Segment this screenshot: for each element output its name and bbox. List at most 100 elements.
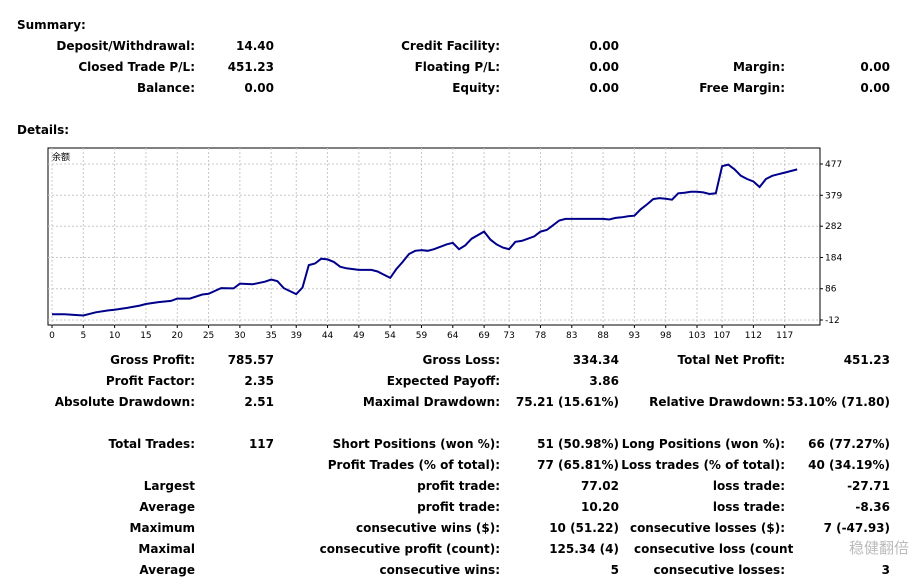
short-positions-value: 51 (50.98%) [537, 437, 619, 451]
loss-trades-label: Loss trades (% of total): [621, 458, 785, 472]
long-positions-label: Long Positions (won %): [621, 437, 785, 451]
free-margin-label: Free Margin: [699, 81, 785, 95]
floating-pl-value: 0.00 [589, 60, 619, 74]
avg-loss-label: loss trade: [712, 500, 785, 514]
rel-drawdown-label: Relative Drawdown: [649, 395, 785, 409]
closed-pl-value: 451.23 [227, 60, 274, 74]
average2-label: Average [139, 563, 195, 577]
margin-label: Margin: [732, 60, 785, 74]
summary-title: Summary: [17, 18, 86, 32]
x-tick-label: 39 [291, 331, 303, 341]
max-drawdown-value: 75.21 (15.61%) [515, 395, 619, 409]
x-tick-label: 88 [597, 331, 609, 341]
x-tick-label: 64 [447, 331, 459, 341]
profit-factor-value: 2.35 [244, 374, 274, 388]
largest-label: Largest [143, 479, 195, 493]
max-drawdown-label: Maximal Drawdown: [362, 395, 500, 409]
gross-loss-label: Gross Loss: [422, 353, 500, 367]
x-tick-label: 54 [384, 331, 396, 341]
y-tick-label: 86 [825, 285, 837, 295]
avg-profit-value: 10.20 [581, 500, 619, 514]
long-positions-value: 66 (77.27%) [808, 437, 890, 451]
credit-label: Credit Facility: [401, 39, 500, 53]
total-net-value: 451.23 [843, 353, 890, 367]
max-cons-wins-value: 10 (51.22) [549, 521, 619, 535]
profit-trades-label: Profit Trades (% of total): [327, 458, 500, 472]
credit-value: 0.00 [589, 39, 619, 53]
gross-profit-value: 785.57 [227, 353, 274, 367]
equity-label: Equity: [452, 81, 500, 95]
x-tick-label: 20 [172, 331, 184, 341]
max-cons-profit-label: consecutive profit (count): [319, 542, 500, 556]
expected-payoff-label: Expected Payoff: [386, 374, 500, 388]
profit-trades-value: 77 (65.81%) [537, 458, 619, 472]
gross-loss-value: 334.34 [572, 353, 619, 367]
x-tick-label: 59 [416, 331, 428, 341]
gross-profit-label: Gross Profit: [110, 353, 195, 367]
max-cons-losses-label: consecutive losses ($): [629, 521, 785, 535]
closed-pl-label: Closed Trade P/L: [78, 60, 195, 74]
x-tick-label: 83 [566, 331, 577, 341]
rel-drawdown-value: 53.10% (71.80) [786, 395, 890, 409]
max-cons-loss-label: consecutive loss (count [634, 542, 794, 556]
loss-trades-value: 40 (34.19%) [808, 458, 890, 472]
avg-profit-label: profit trade: [417, 500, 500, 514]
margin-value: 0.00 [860, 60, 890, 74]
largest-profit-value: 77.02 [581, 479, 619, 493]
x-tick-label: 0 [49, 331, 55, 341]
largest-profit-label: profit trade: [417, 479, 500, 493]
y-tick-label: -12 [825, 316, 840, 326]
floating-pl-label: Floating P/L: [414, 60, 500, 74]
x-tick-label: 10 [109, 331, 121, 341]
chart-frame [47, 147, 821, 326]
x-tick-label: 117 [776, 331, 793, 341]
expected-payoff-value: 3.86 [589, 374, 619, 388]
maximum-label: Maximum [129, 521, 195, 535]
largest-loss-value: -27.71 [847, 479, 890, 493]
equity-value: 0.00 [589, 81, 619, 95]
x-tick-label: 25 [203, 331, 214, 341]
profit-factor-label: Profit Factor: [105, 374, 195, 388]
y-tick-label: 184 [825, 253, 842, 263]
x-tick-label: 93 [629, 331, 640, 341]
average-label: Average [139, 500, 195, 514]
x-tick-label: 5 [80, 331, 86, 341]
total-trades-label: Total Trades: [108, 437, 195, 451]
x-tick-label: 44 [322, 331, 334, 341]
x-tick-label: 35 [265, 331, 276, 341]
short-positions-label: Short Positions (won %): [332, 437, 500, 451]
y-tick-label: 379 [825, 191, 842, 201]
x-tick-label: 112 [745, 331, 762, 341]
max-cons-losses-value: 7 (-47.93) [823, 521, 890, 535]
x-tick-label: 98 [660, 331, 672, 341]
abs-drawdown-label: Absolute Drawdown: [54, 395, 195, 409]
y-tick-label: 282 [825, 222, 842, 232]
x-tick-label: 49 [353, 331, 365, 341]
maximal-label: Maximal [138, 542, 195, 556]
deposit-value: 14.40 [236, 39, 274, 53]
x-tick-label: 103 [688, 331, 705, 341]
largest-loss-label: loss trade: [712, 479, 785, 493]
avg-cons-wins-label: consecutive wins: [379, 563, 500, 577]
abs-drawdown-value: 2.51 [244, 395, 274, 409]
x-tick-label: 15 [140, 331, 151, 341]
avg-loss-value: -8.36 [855, 500, 890, 514]
total-net-label: Total Net Profit: [677, 353, 785, 367]
watermark: 稳健翻倍 [848, 539, 909, 557]
balance-value: 0.00 [244, 81, 274, 95]
balance-label: Balance: [136, 81, 195, 95]
details-title: Details: [17, 123, 70, 137]
deposit-label: Deposit/Withdrawal: [56, 39, 195, 53]
total-trades-value: 117 [248, 437, 274, 451]
balance-chart: 0 5 10 15 20 25 30 35 39 44 49 54 59 64 69 73 78 83 88 93 98… [47, 147, 842, 341]
y-tick-label: 477 [825, 160, 842, 170]
avg-cons-losses-label: consecutive losses: [653, 563, 785, 577]
max-cons-wins-label: consecutive wins ($): [355, 521, 500, 535]
x-tick-label: 78 [535, 331, 547, 341]
avg-cons-wins-value: 5 [610, 563, 619, 577]
x-tick-label: 107 [713, 331, 730, 341]
x-tick-label: 30 [234, 331, 246, 341]
chart-title: 余额 [52, 151, 70, 163]
balance-series-line [52, 163, 798, 317]
free-margin-value: 0.00 [860, 81, 890, 95]
